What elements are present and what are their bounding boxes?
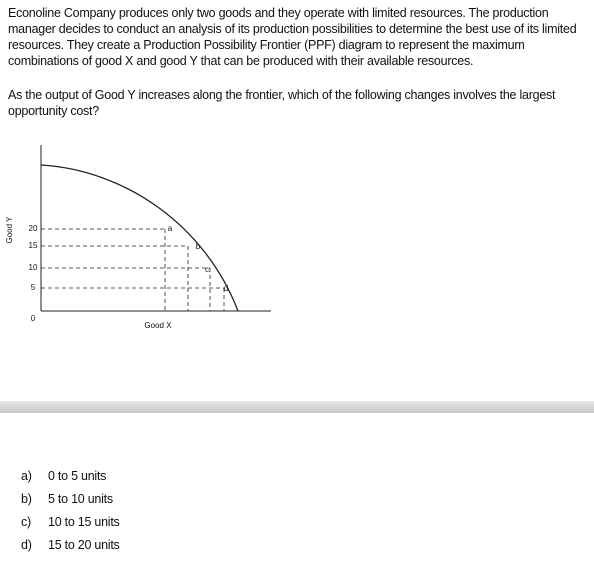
option-letter: d) xyxy=(21,538,32,552)
option-letter: b) xyxy=(21,492,32,506)
option-text: 10 to 15 units xyxy=(48,515,120,529)
option-text: 0 to 5 units xyxy=(48,469,107,483)
option-letter: a) xyxy=(21,469,32,483)
divider xyxy=(0,401,594,413)
point-label: d xyxy=(224,284,228,293)
point-label: b xyxy=(196,242,201,251)
paragraph: Econoline Company produces only two good… xyxy=(8,6,577,68)
option-text: 15 to 20 units xyxy=(48,538,120,552)
y-tick-label: 15 xyxy=(29,241,38,250)
option-text: 5 to 10 units xyxy=(48,492,113,506)
ppf-diagram: Good Y Good X 20 15 10 5 0 a b c d xyxy=(5,145,271,330)
ppf-curve xyxy=(40,164,239,312)
option-letter: c) xyxy=(21,515,31,529)
guides xyxy=(41,228,225,311)
point-label: c xyxy=(205,265,209,274)
paragraph: As the output of Good Y increases along … xyxy=(8,88,556,118)
y-tick-label: 0 xyxy=(31,314,36,323)
x-label: Good X xyxy=(144,321,172,330)
y-tick-label: 5 xyxy=(31,283,36,292)
point-label: a xyxy=(168,224,173,233)
y-tick-label: 10 xyxy=(29,263,38,272)
y-tick-label: 20 xyxy=(29,224,38,233)
y-label: Good Y xyxy=(5,216,14,244)
